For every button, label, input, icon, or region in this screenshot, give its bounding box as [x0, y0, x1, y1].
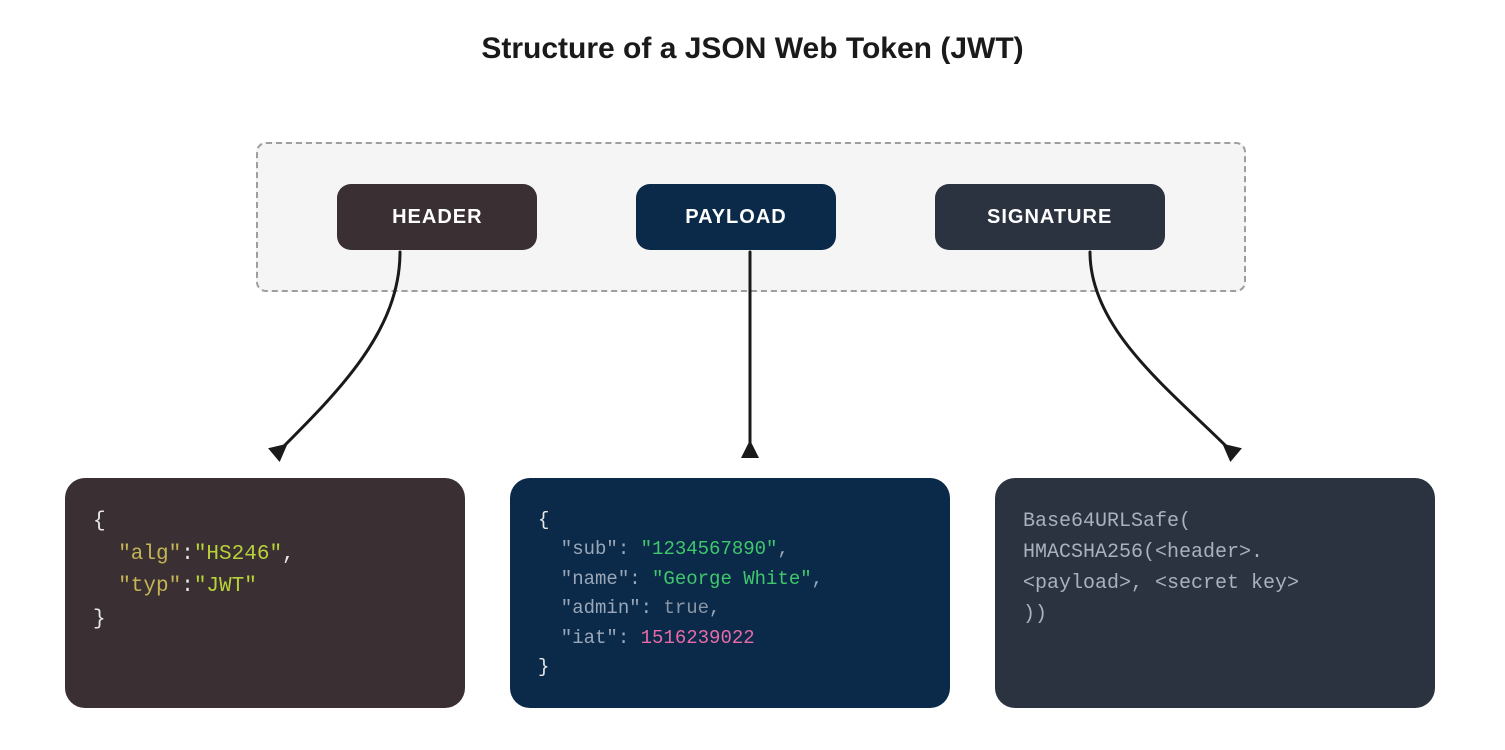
code-token: "name" — [538, 568, 629, 590]
code-token: 1516239022 — [641, 627, 755, 649]
code-token: : — [641, 597, 664, 619]
code-token: : — [618, 538, 641, 560]
code-token: : — [181, 543, 194, 566]
code-token: Base64URLSafe( — [1023, 510, 1191, 533]
code-token: , — [812, 568, 823, 590]
payload-code-block: { "sub": "1234567890", "name": "George W… — [510, 478, 950, 708]
code-token: "1234567890" — [641, 538, 778, 560]
header-pill: HEADER — [337, 184, 537, 250]
code-token: : — [618, 627, 641, 649]
code-token: "admin" — [538, 597, 641, 619]
code-token: true — [663, 597, 709, 619]
jwt-parts-container: HEADER PAYLOAD SIGNATURE — [256, 142, 1246, 292]
code-token: "alg" — [93, 543, 181, 566]
code-token: : — [181, 575, 194, 598]
code-token: : — [629, 568, 652, 590]
diagram-title: Structure of a JSON Web Token (JWT) — [0, 32, 1505, 66]
code-token: "HS246" — [194, 543, 282, 566]
code-token: "sub" — [538, 538, 618, 560]
code-token: HMACSHA256(<header>. — [1023, 541, 1263, 564]
signature-pill: SIGNATURE — [935, 184, 1165, 250]
code-token: <payload>, <secret key> — [1023, 572, 1299, 595]
code-token: )) — [1023, 603, 1047, 626]
header-code-block: { "alg":"HS246", "typ":"JWT"} — [65, 478, 465, 708]
code-token: { — [538, 509, 549, 531]
code-token: } — [538, 656, 549, 678]
code-token: } — [93, 608, 106, 631]
code-token: , — [709, 597, 720, 619]
payload-pill: PAYLOAD — [636, 184, 836, 250]
code-token: "typ" — [93, 575, 181, 598]
code-token: "George White" — [652, 568, 812, 590]
code-token: , — [777, 538, 788, 560]
code-token: "iat" — [538, 627, 618, 649]
signature-code-block: Base64URLSafe( HMACSHA256(<header>. <paylo… — [995, 478, 1435, 708]
code-token: , — [282, 543, 295, 566]
code-token: "JWT" — [194, 575, 257, 598]
code-token: { — [93, 510, 106, 533]
